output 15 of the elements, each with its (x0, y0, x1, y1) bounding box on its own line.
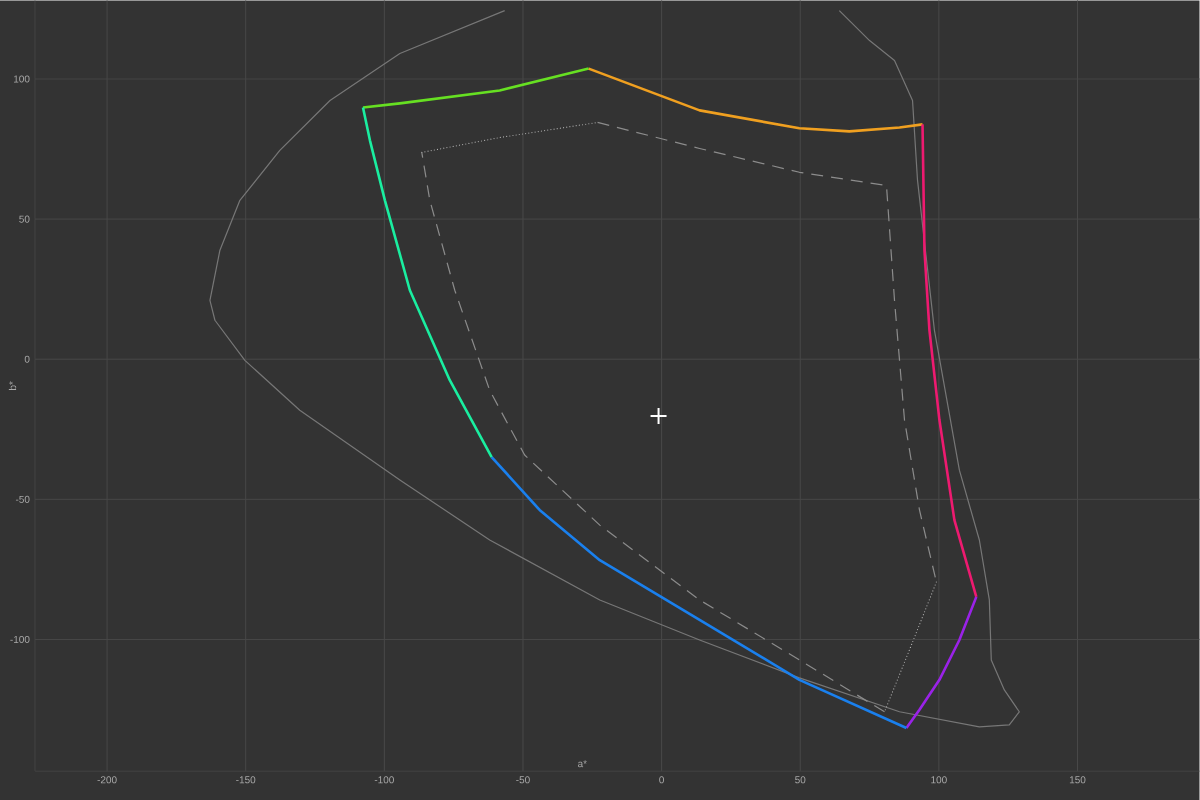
y-tick-label: 50 (19, 215, 30, 223)
x-tick-label: 0 (659, 776, 664, 784)
x-tick-label: 100 (931, 776, 947, 784)
y-tick-label: -100 (10, 635, 30, 643)
x-tick-label: 50 (795, 776, 806, 784)
x-tick-label: -200 (97, 776, 117, 784)
y-tick-label: -50 (15, 495, 30, 503)
x-axis-title: a* (578, 760, 587, 768)
y-tick-label: 0 (24, 355, 30, 363)
y-axis-title: b* (8, 381, 17, 390)
y-tick-label: 100 (14, 75, 30, 83)
x-tick-label: -150 (236, 776, 256, 784)
x-tick-label: 150 (1069, 776, 1086, 784)
x-tick-label: -100 (374, 776, 394, 784)
x-tick-label: -50 (516, 776, 530, 784)
